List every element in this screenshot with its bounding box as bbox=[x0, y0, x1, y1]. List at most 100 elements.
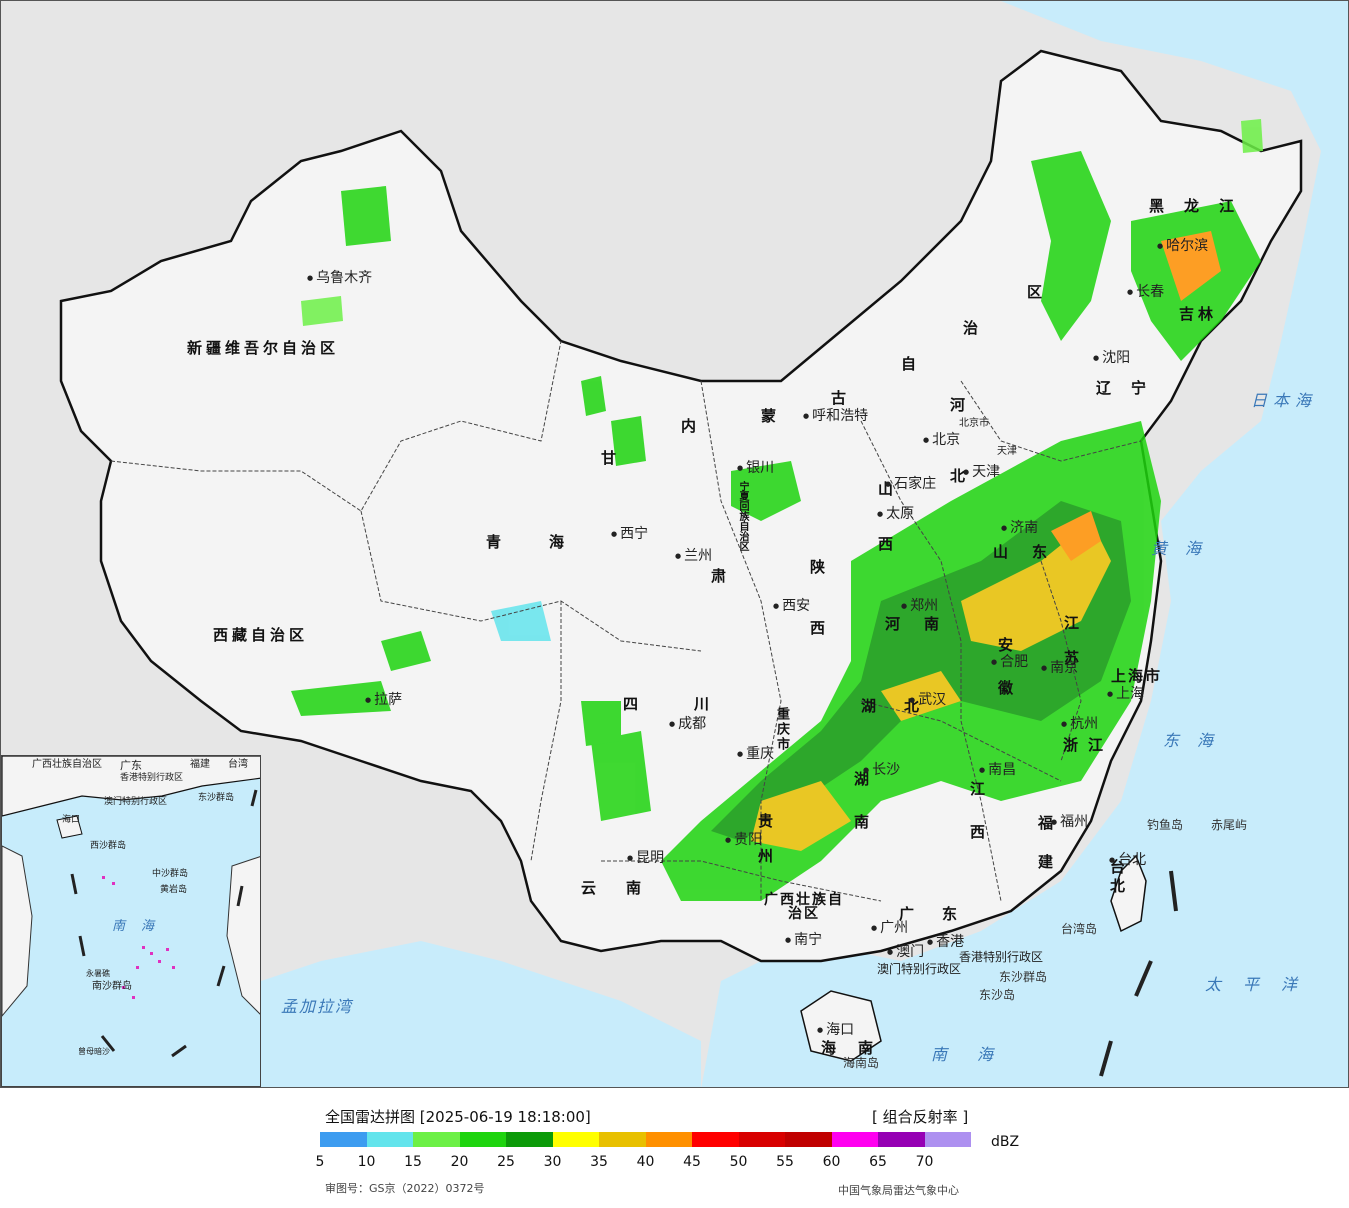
region-chongqing: 重庆市 bbox=[774, 707, 789, 752]
region-shanghai: 上海市 bbox=[1111, 667, 1163, 685]
sea-east: 东海 bbox=[1163, 731, 1232, 750]
city-nanjing[interactable]: 南京 bbox=[1041, 661, 1078, 675]
region-guizhou: 贵州 bbox=[756, 813, 774, 883]
city-nanchang[interactable]: 南昌 bbox=[979, 763, 1016, 777]
city-macao[interactable]: 澳门 bbox=[887, 945, 924, 959]
region-jiangxi: 江西 bbox=[968, 781, 986, 867]
city-changchun[interactable]: 长春 bbox=[1127, 285, 1164, 299]
region-xizang: 西藏自治区 bbox=[213, 626, 309, 644]
city-shanghai[interactable]: 上海 bbox=[1107, 687, 1144, 701]
boundary-dashes bbox=[1099, 870, 1178, 1077]
city-hefei[interactable]: 合肥 bbox=[991, 655, 1028, 669]
city-taiyuan[interactable]: 太原 bbox=[877, 507, 914, 521]
city-guiyang[interactable]: 贵阳 bbox=[725, 833, 762, 847]
south-china-sea-inset[interactable]: 广西壮族自治区 广东 福建 台湾 香港特别行政区 澳门特别行政区 东沙群岛 西沙… bbox=[1, 755, 261, 1087]
inset-mainland bbox=[2, 756, 260, 817]
region-shandong: 山东 bbox=[993, 543, 1072, 561]
inset-hainan bbox=[56, 815, 83, 839]
city-beijing[interactable]: 北京 bbox=[923, 433, 960, 447]
inset-macao: 澳门特别行政区 bbox=[104, 797, 168, 807]
region-hunan: 湖南 bbox=[852, 771, 870, 857]
region-gansu-2: 肃 bbox=[711, 567, 731, 585]
city-hohhot[interactable]: 呼和浩特 bbox=[803, 409, 868, 423]
city-jinan[interactable]: 济南 bbox=[1001, 521, 1038, 535]
city-xian[interactable]: 西安 bbox=[773, 599, 810, 613]
inset-nansha: 南沙群岛 bbox=[92, 981, 132, 992]
legend-panel: 全国雷达拼图 [2025-06-19 18:18:00] [ 组合反射率 ] d… bbox=[0, 1088, 1349, 1208]
region-macao-sar: 澳门特别行政区 bbox=[877, 962, 962, 976]
legend-swatch bbox=[552, 1132, 599, 1147]
inset-hk: 香港特别行政区 bbox=[120, 773, 184, 783]
region-fujian: 福建 bbox=[1036, 815, 1054, 893]
city-shijiazhuang[interactable]: 石家庄 bbox=[885, 477, 936, 491]
legend-unit: dBZ bbox=[991, 1134, 1020, 1150]
map-approval-number: 审图号：GS京（2022）0372号 bbox=[325, 1182, 485, 1195]
city-haikou[interactable]: 海口 bbox=[817, 1023, 854, 1037]
legend-title: 全国雷达拼图 [2025-06-19 18:18:00] bbox=[325, 1108, 591, 1126]
legend-tick: 35 bbox=[590, 1154, 608, 1170]
legend-product: [ 组合反射率 ] bbox=[872, 1108, 969, 1126]
city-shenyang[interactable]: 沈阳 bbox=[1093, 351, 1130, 365]
inset-west-land bbox=[2, 845, 33, 1017]
region-hk-sar: 香港特别行政区 bbox=[959, 950, 1044, 964]
island-chiwei: 赤尾屿 bbox=[1211, 818, 1248, 832]
legend-tick: 25 bbox=[497, 1154, 515, 1170]
island-hainan: 海南岛 bbox=[843, 1056, 880, 1070]
legend-swatch bbox=[738, 1132, 785, 1147]
data-credit: 中国气象局雷达气象中心 bbox=[838, 1184, 959, 1197]
city-lhasa[interactable]: 拉萨 bbox=[365, 693, 402, 707]
city-lanzhou[interactable]: 兰州 bbox=[675, 549, 712, 563]
region-guangxi: 广西壮族自治区 bbox=[764, 892, 844, 922]
region-taiwan: 台北 bbox=[1108, 859, 1126, 897]
city-chongqing[interactable]: 重庆 bbox=[737, 747, 774, 761]
legend-tick: 30 bbox=[543, 1154, 562, 1170]
city-urumqi[interactable]: 乌鲁木齐 bbox=[307, 271, 372, 285]
city-guangzhou[interactable]: 广州 bbox=[871, 921, 908, 935]
legend-swatch bbox=[831, 1132, 878, 1147]
city-wuhan[interactable]: 武汉 bbox=[909, 693, 946, 707]
legend-tick: 55 bbox=[776, 1154, 794, 1170]
city-hangzhou[interactable]: 杭州 bbox=[1061, 717, 1098, 731]
city-kunming[interactable]: 昆明 bbox=[627, 851, 664, 865]
legend-swatch bbox=[366, 1132, 413, 1147]
legend-tick: 50 bbox=[729, 1154, 748, 1170]
legend-tick: 70 bbox=[915, 1154, 934, 1170]
legend-tick: 10 bbox=[357, 1154, 376, 1170]
legend-swatch bbox=[599, 1132, 646, 1147]
legend-swatch bbox=[320, 1132, 367, 1147]
legend-swatch bbox=[645, 1132, 692, 1147]
region-heilongjiang: 黑龙江 bbox=[1149, 197, 1255, 215]
inset-fujian: 福建 bbox=[190, 759, 210, 770]
inset-dash-line bbox=[70, 789, 258, 1058]
region-liaoning: 辽宁 bbox=[1096, 379, 1167, 397]
region-gansu: 甘 bbox=[601, 449, 621, 467]
city-taipei[interactable]: 台北 bbox=[1109, 853, 1146, 867]
inset-islands bbox=[102, 876, 175, 999]
city-fuzhou[interactable]: 福州 bbox=[1051, 815, 1088, 829]
region-tianjin: 天津 bbox=[997, 446, 1017, 457]
region-sichuan: 四川 bbox=[623, 695, 766, 713]
inset-guangxi: 广西壮族自治区 bbox=[32, 759, 102, 770]
inset-zengmu: 曾母暗沙 bbox=[78, 1047, 110, 1056]
radar-map[interactable]: 新疆维吾尔自治区 西藏自治区 青海 甘 肃 内 蒙 古 自 治 区 黑龙江 吉林… bbox=[0, 0, 1349, 1088]
legend-swatch bbox=[506, 1132, 553, 1147]
city-chengdu[interactable]: 成都 bbox=[669, 717, 706, 731]
city-nanning[interactable]: 南宁 bbox=[785, 933, 822, 947]
city-tianjin[interactable]: 天津 bbox=[963, 465, 1000, 479]
legend-color-bar bbox=[320, 1132, 971, 1147]
legend-tick: 20 bbox=[450, 1154, 469, 1170]
inset-taiwan: 台湾 bbox=[228, 759, 248, 770]
legend-swatch bbox=[785, 1132, 832, 1147]
inset-dongsha: 东沙群岛 bbox=[198, 793, 235, 803]
city-hongkong[interactable]: 香港 bbox=[927, 935, 964, 949]
city-harbin[interactable]: 哈尔滨 bbox=[1157, 239, 1208, 253]
city-yinchuan[interactable]: 银川 bbox=[737, 461, 774, 475]
city-zhengzhou[interactable]: 郑州 bbox=[901, 599, 938, 613]
city-changsha[interactable]: 长沙 bbox=[863, 763, 900, 777]
sea-bengal: 孟加拉湾 bbox=[281, 997, 354, 1016]
inset-canvas bbox=[2, 756, 260, 1058]
region-anhui: 安徽 bbox=[996, 637, 1014, 723]
city-xining[interactable]: 西宁 bbox=[611, 527, 648, 541]
inset-xisha: 西沙群岛 bbox=[90, 841, 127, 851]
legend-swatch bbox=[413, 1132, 460, 1147]
